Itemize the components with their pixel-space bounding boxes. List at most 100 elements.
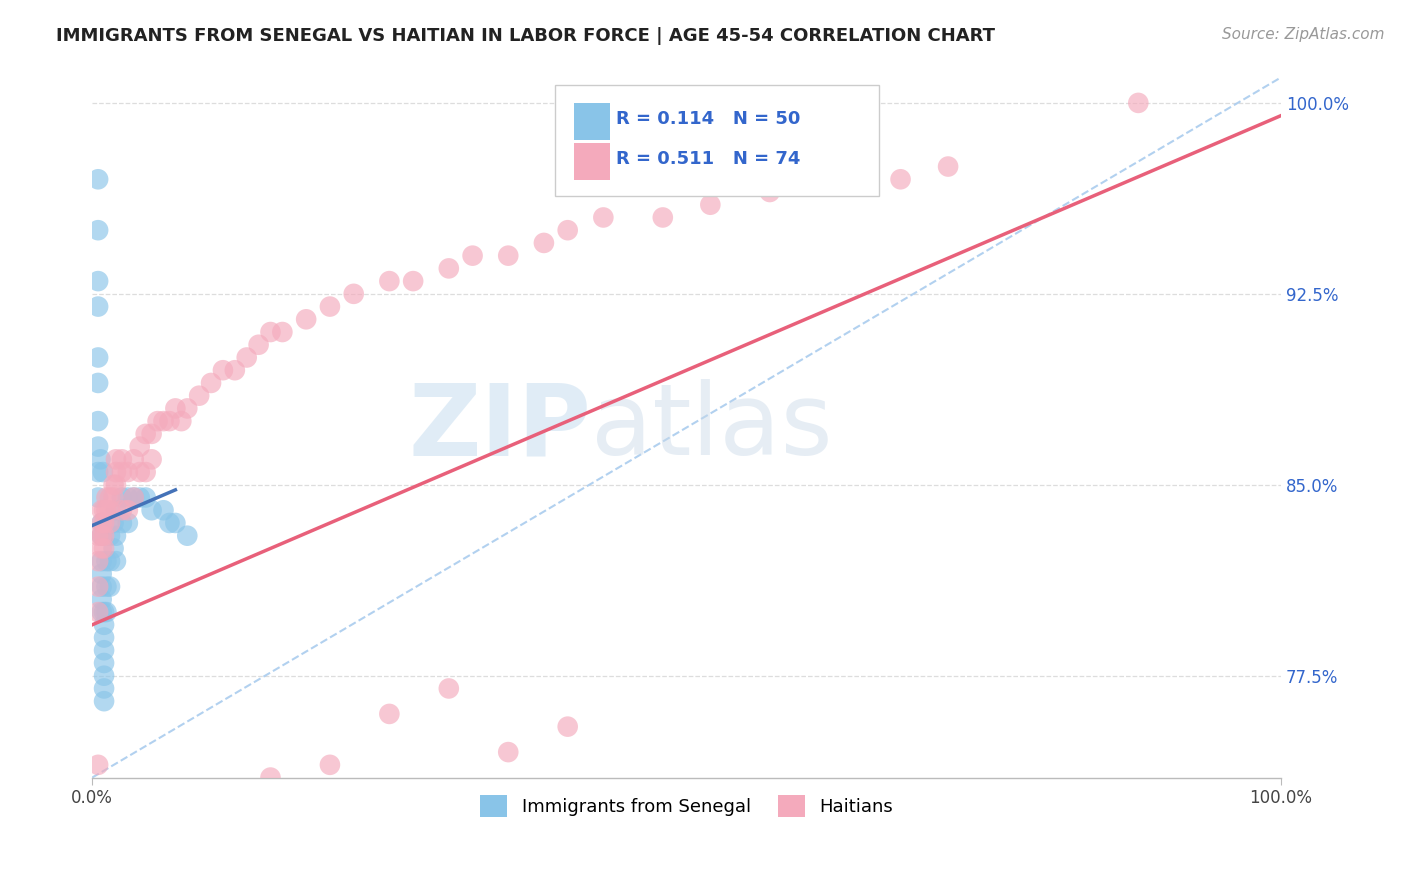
Point: [146, 414, 169, 428]
Point: [93, 541, 115, 556]
Point: [141, 452, 163, 467]
Point: [90, 566, 112, 581]
Point: [699, 198, 721, 212]
Point: [651, 211, 673, 225]
Point: [90, 516, 112, 530]
Point: [87, 172, 110, 186]
Point: [378, 706, 401, 721]
Point: [87, 465, 110, 479]
Point: [128, 440, 150, 454]
Point: [90, 592, 112, 607]
Point: [96, 554, 118, 568]
Point: [104, 452, 127, 467]
Point: [90, 580, 112, 594]
Point: [319, 757, 342, 772]
Point: [87, 491, 110, 505]
Point: [93, 669, 115, 683]
Point: [111, 452, 134, 467]
Point: [592, 211, 614, 225]
Point: [93, 529, 115, 543]
Text: IMMIGRANTS FROM SENEGAL VS HAITIAN IN LABOR FORCE | AGE 45-54 CORRELATION CHART: IMMIGRANTS FROM SENEGAL VS HAITIAN IN LA…: [56, 27, 995, 45]
Point: [111, 516, 134, 530]
Point: [758, 185, 780, 199]
Text: R = 0.511   N = 74: R = 0.511 N = 74: [616, 150, 800, 168]
Point: [224, 363, 246, 377]
Point: [98, 554, 121, 568]
Y-axis label: In Labor Force | Age 45-54: In Labor Force | Age 45-54: [0, 309, 8, 547]
Point: [111, 465, 134, 479]
Text: R = 0.114   N = 50: R = 0.114 N = 50: [616, 110, 800, 128]
Point: [103, 516, 125, 530]
Point: [98, 503, 121, 517]
Point: [87, 300, 110, 314]
Point: [152, 503, 174, 517]
Point: [93, 605, 115, 619]
Point: [87, 757, 110, 772]
Point: [104, 477, 127, 491]
Point: [98, 491, 121, 505]
Point: [159, 414, 181, 428]
Point: [98, 529, 121, 543]
Point: [122, 491, 145, 505]
Point: [1128, 95, 1150, 110]
Point: [235, 351, 257, 365]
Point: [212, 363, 235, 377]
Point: [890, 172, 912, 186]
Point: [103, 541, 125, 556]
Point: [93, 503, 115, 517]
Point: [87, 223, 110, 237]
Point: [90, 554, 112, 568]
Point: [200, 376, 222, 390]
Point: [90, 516, 112, 530]
Point: [93, 656, 115, 670]
Point: [87, 554, 110, 568]
Text: Source: ZipAtlas.com: Source: ZipAtlas.com: [1222, 27, 1385, 42]
Point: [87, 351, 110, 365]
Point: [402, 274, 425, 288]
Point: [259, 325, 281, 339]
Point: [90, 529, 112, 543]
Point: [90, 503, 112, 517]
Point: [188, 389, 211, 403]
Point: [117, 491, 139, 505]
Point: [89, 452, 111, 467]
Point: [90, 605, 112, 619]
Point: [165, 516, 187, 530]
Point: [87, 580, 110, 594]
Point: [96, 605, 118, 619]
Point: [135, 465, 157, 479]
Point: [87, 529, 110, 543]
Point: [87, 414, 110, 428]
Point: [87, 274, 110, 288]
Point: [496, 745, 519, 759]
Point: [87, 605, 110, 619]
Point: [93, 694, 115, 708]
Point: [93, 516, 115, 530]
Point: [343, 286, 366, 301]
Point: [111, 491, 134, 505]
Point: [461, 249, 484, 263]
Point: [176, 529, 198, 543]
Point: [295, 312, 318, 326]
Point: [533, 235, 555, 250]
Point: [557, 720, 579, 734]
Point: [135, 491, 157, 505]
Point: [557, 223, 579, 237]
Point: [122, 491, 145, 505]
Point: [271, 325, 294, 339]
Point: [117, 465, 139, 479]
Point: [259, 771, 281, 785]
Point: [93, 643, 115, 657]
Point: [319, 300, 342, 314]
Point: [128, 465, 150, 479]
Point: [98, 580, 121, 594]
Point: [93, 631, 115, 645]
Point: [135, 426, 157, 441]
Point: [96, 491, 118, 505]
Point: [176, 401, 198, 416]
Point: [141, 503, 163, 517]
Point: [437, 261, 460, 276]
Point: [98, 516, 121, 530]
Point: [96, 503, 118, 517]
Point: [936, 160, 959, 174]
